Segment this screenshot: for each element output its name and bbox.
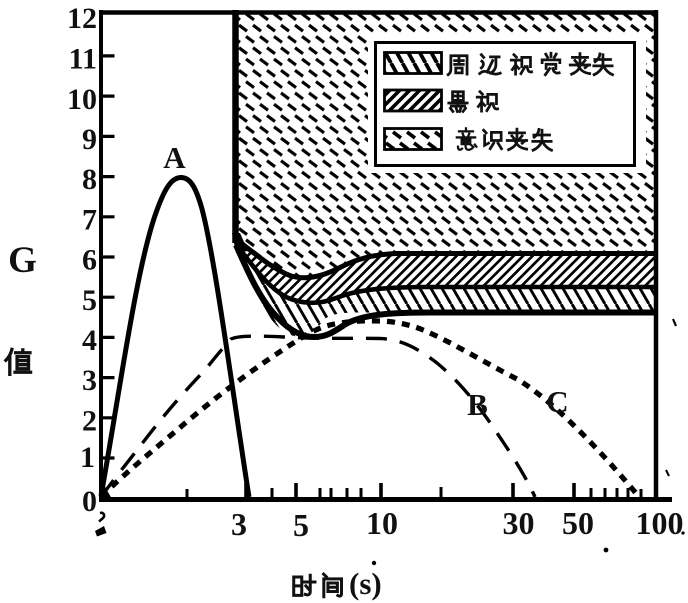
svg-text:8: 8 <box>82 163 97 196</box>
svg-text:50: 50 <box>562 505 594 541</box>
svg-text:7: 7 <box>82 204 97 237</box>
svg-text:10: 10 <box>67 83 97 116</box>
svg-text:5: 5 <box>82 284 97 317</box>
svg-text:11: 11 <box>69 43 97 76</box>
svg-text:A: A <box>163 140 186 175</box>
svg-text:C: C <box>546 384 568 419</box>
svg-text:30: 30 <box>503 505 535 541</box>
svg-text:G: G <box>8 240 37 281</box>
svg-text:12: 12 <box>67 2 97 35</box>
svg-text:2: 2 <box>82 404 97 437</box>
svg-text:B: B <box>467 387 488 422</box>
svg-text:(s): (s) <box>349 566 382 601</box>
svg-text:3: 3 <box>82 364 97 397</box>
svg-text:9: 9 <box>82 123 97 156</box>
svg-text:10: 10 <box>366 505 398 541</box>
svg-text:100: 100 <box>636 505 684 541</box>
svg-text:4: 4 <box>82 324 97 357</box>
svg-text:6: 6 <box>82 244 97 277</box>
svg-text:3: 3 <box>231 506 247 542</box>
svg-text:5: 5 <box>293 507 309 543</box>
svg-text:0: 0 <box>82 485 97 518</box>
svg-text:1: 1 <box>80 441 95 474</box>
